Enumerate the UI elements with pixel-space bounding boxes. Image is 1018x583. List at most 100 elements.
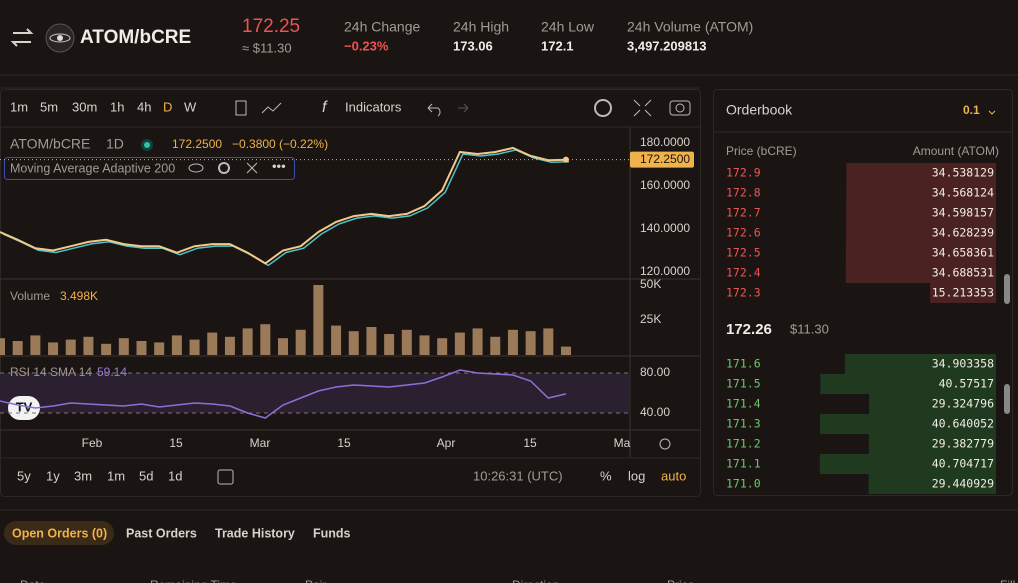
legend-symbol: ATOM/bCRE [10,136,90,152]
tv-logo[interactable] [8,396,40,420]
interval-button[interactable]: 30m [72,99,97,114]
scrollbar[interactable] [1004,274,1010,304]
stat-label: 24h High [453,19,509,35]
bid-amount: 40.57517 [939,377,994,391]
range-button[interactable]: 1d [168,468,182,483]
volume-current: 3.498K [60,289,98,303]
price-tick-label: 180.0000 [640,135,690,149]
stat-value: 3,497.209813 [627,38,707,53]
x-tick-label: Feb [82,436,103,450]
volume-bar [260,324,271,355]
volume-bar [65,339,76,355]
interval-button[interactable]: D [163,99,172,114]
price-tick-label: 160.0000 [640,178,690,192]
tick-size[interactable]: 0.1 [963,103,980,117]
remove-indicator[interactable] [246,162,258,174]
bid-price: 171.2 [726,437,761,451]
bid-amount: 34.903358 [932,357,994,371]
range-button[interactable]: 3m [74,468,92,483]
more-icon[interactable]: ••• [272,158,286,173]
bid-depth [844,354,996,374]
interval-button[interactable]: 4h [137,99,151,114]
clock: 10:26:31 (UTC) [473,468,563,483]
bid-price: 171.5 [726,377,761,391]
volume-bar [366,327,377,355]
column-header: Date [20,578,46,583]
volume-bar [154,342,165,355]
rsi-label: RSI 14 SMA 14 [10,365,92,379]
order-tab[interactable]: Funds [313,526,351,540]
column-header: Remaining Time [150,578,237,583]
ask-depth [930,283,996,303]
bid-price: 171.1 [726,457,761,471]
volume-bar [171,335,182,355]
legend-change: −0.3800 (−0.22%) [232,137,328,151]
camera-icon[interactable] [669,100,691,116]
volume-bar [490,336,501,355]
volume-bar [207,332,218,355]
volume-bar [313,285,324,355]
bid-amount: 29.324796 [932,397,994,411]
range-button[interactable]: 5y [17,468,31,483]
stat-value: 173.06 [453,38,493,53]
last-price-tag-label: 172.2500 [640,152,690,166]
last-price: 172.25 [242,16,300,37]
volume-bar [224,336,235,355]
atom-logo-core [57,35,63,41]
order-tab[interactable]: Past Orders [126,526,197,540]
line-icon[interactable] [261,102,282,114]
volume-bar [561,346,571,355]
mid-price: 172.26 [726,321,772,338]
volume-bar [48,342,59,355]
date-range-icon[interactable] [217,469,234,485]
fullscreen-icon[interactable] [633,99,652,117]
volume-bar [419,335,430,355]
volume-bar [472,328,483,355]
candle-icon[interactable] [235,100,247,116]
scrollbar[interactable] [1004,384,1010,414]
ask-price: 172.5 [726,246,761,260]
interval-button[interactable]: 5m [40,99,58,114]
bid-depth [869,394,996,414]
fx-icon[interactable]: f [322,99,328,116]
header: ATOM/bCRE 172.25 ≈ $11.30 [10,16,300,55]
settings-icon[interactable] [594,99,612,117]
ask-price: 172.8 [726,186,761,200]
volume-bar [384,334,395,355]
pair[interactable]: ATOM/bCRE [80,27,191,48]
volume-bar [437,338,448,355]
indicators-button[interactable]: Indicators [345,99,402,114]
scale-option[interactable]: log [628,468,645,483]
swap-icon[interactable] [10,28,34,47]
scale-option[interactable]: auto [661,468,686,483]
bid-price: 171.0 [726,477,761,491]
indicator-settings[interactable] [218,162,230,174]
volume-bar [401,329,412,355]
interval-button[interactable]: W [184,99,197,114]
interval-button[interactable]: 1h [110,99,124,114]
eye-icon[interactable] [188,163,204,173]
ask-depth [846,183,996,203]
range-button[interactable]: 1m [107,468,125,483]
stat-value: −0.23% [344,38,389,53]
ask-price: 172.3 [726,286,761,300]
bid-amount: 40.704717 [932,457,994,471]
ask-amount: 34.688531 [932,266,994,280]
scale-option[interactable]: % [600,468,612,483]
range-button[interactable]: 1y [46,468,60,483]
undo-icon[interactable] [427,103,441,117]
volume-bar [101,343,112,355]
bid-depth [820,414,996,434]
order-tab[interactable]: Trade History [215,526,295,540]
axis-settings[interactable] [659,438,671,450]
interval-button[interactable]: 1m [10,99,28,114]
bid-price: 171.6 [726,357,761,371]
rsi-tick-label: 40.00 [640,405,670,419]
order-tab[interactable]: Open Orders (0) [12,526,107,540]
bid-amount: 40.640052 [932,417,994,431]
ask-price: 172.7 [726,206,761,220]
price-line [0,146,567,265]
ask-depth [846,223,996,243]
volume-bar [507,329,518,355]
range-button[interactable]: 5d [139,468,153,483]
